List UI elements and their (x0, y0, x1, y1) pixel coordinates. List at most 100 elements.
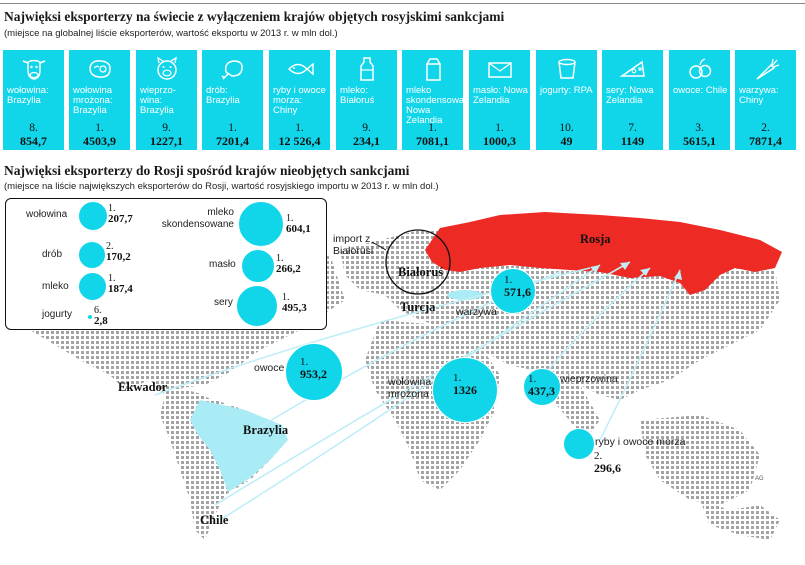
tile-rank: 7. (628, 122, 637, 134)
tile-condensed-milk: mleko skondensowane: Nowa Zelandia 1. 70… (402, 50, 463, 150)
bubble-vegetables (490, 268, 536, 314)
bubble-fish-value: 2. 296,6 (594, 450, 621, 475)
brazil-shape (190, 400, 288, 492)
russia-shape (425, 212, 782, 295)
bubble-vegetables-value: 1. 571,6 (504, 274, 531, 299)
bubble-frozen-beef-value: 1. 1326 (453, 372, 477, 397)
tile-label: wołowina: Brazylia (7, 85, 49, 106)
tile-label: masło: Nowa Zelandia (473, 85, 528, 106)
tile-value: 4503,9 (83, 134, 116, 148)
section2-title: Najwięksi eksporterzy do Rosji spośród k… (4, 163, 410, 178)
legend-bubble-milk (78, 272, 107, 301)
label-belarus: Białoruś (398, 265, 444, 279)
tile-beef: wołowina: Brazylia 8. 854,7 (3, 50, 64, 150)
tile-label: wołowina mrożona: Brazylia (73, 85, 113, 116)
cow-icon (22, 59, 46, 80)
tile-value: 1227,1 (150, 134, 183, 148)
import-label: import z Białorusi (333, 233, 374, 257)
tile-frozen-beef: wołowina mrożona: Brazylia 1. 4503,9 (69, 50, 130, 150)
bubble-fruit-label: owoce (254, 362, 285, 374)
top-rule (0, 3, 805, 4)
label-chile: Chile (200, 513, 229, 527)
legend-label-milk: mleko (42, 281, 69, 292)
yogurt-icon (558, 58, 576, 79)
bubble-vegetables-label: warzywa (456, 306, 497, 318)
exporters-tiles: wołowina: Brazylia 8. 854,7 wołowina mro… (3, 50, 803, 150)
fruit-icon (689, 58, 712, 79)
legend-bubble-beef (78, 201, 108, 231)
legend-label-yogurt: jogurty (42, 309, 73, 320)
legend-value-poultry: 2. 170,2 (106, 241, 131, 263)
belarus-circle (385, 229, 451, 295)
tile-poultry: drób: Brazylia 1. 7201,4 (202, 50, 263, 150)
tile-rank: 1. (95, 122, 104, 134)
tile-label: drób: Brazylia (206, 85, 240, 106)
legend-label-butter: masło (209, 259, 236, 270)
tile-cheese: sery: Nowa Zelandia 7. 1149 (602, 50, 663, 150)
bubble-fish-label: ryby i owoce morza (595, 436, 686, 448)
tile-label: sery: Nowa Zelandia (606, 85, 654, 106)
tile-value: 234,1 (353, 134, 380, 148)
legend-bubble-yogurt (87, 314, 93, 320)
bubble-frozen-beef (432, 357, 498, 423)
bubble-pork (523, 368, 561, 406)
tile-butter: masło: Nowa Zelandia 1. 1000,3 (469, 50, 530, 150)
bubble-fruit (285, 343, 343, 401)
tile-value: 854,7 (20, 134, 47, 148)
tile-label: ryby i owoce morza: Chiny (273, 85, 326, 116)
tile-rank: 3. (695, 122, 704, 134)
label-brazil: Brazylia (243, 423, 289, 437)
import-pointer (371, 241, 387, 251)
bubble-fruit-value: 1. 953,2 (300, 356, 327, 381)
fish-icon (287, 62, 314, 76)
legend-value-milk: 1. 187,4 (108, 273, 133, 295)
legend-label-condensed: mleko skondensowane (161, 207, 234, 230)
legend-value-yogurt: 6. 2,8 (94, 305, 108, 327)
tile-label: jogurty: RPA (540, 85, 593, 96)
bubble-fish (563, 428, 595, 460)
tile-milk: mleko: Białoruś 9. 234,1 (336, 50, 397, 150)
tile-label: mleko skondensowane: Nowa Zelandia (406, 85, 463, 126)
tile-rank: 9. (362, 122, 371, 134)
tile-rank: 1. (295, 122, 304, 134)
legend-value-cheese: 1. 495,3 (282, 292, 307, 314)
tile-label: mleko: Białoruś (340, 85, 375, 106)
milk-bottle-icon (360, 57, 374, 81)
tile-value: 7081,1 (416, 134, 449, 148)
tile-value: 1149 (620, 134, 645, 148)
tile-label: warzywa: Chiny (739, 85, 779, 106)
pig-icon (157, 56, 177, 80)
legend-label-beef: wołowina (26, 209, 68, 220)
tile-value: 5615,1 (683, 134, 716, 148)
tile-value: 49 (560, 134, 573, 148)
tile-value: 7871,4 (749, 134, 782, 148)
legend-bubble-cheese (236, 285, 278, 327)
tile-value: 1000,3 (483, 134, 516, 148)
legend-label-poultry: drób (42, 249, 63, 260)
credit: AG (755, 476, 764, 482)
bubble-pork-label: wieprzowina (560, 373, 618, 385)
butter-icon (488, 62, 512, 78)
legend-bubble-condensed (238, 201, 284, 247)
bubble-frozen-beef-label: wołowina mrożona (388, 376, 432, 400)
legend-value-beef: 1. 207,7 (108, 203, 133, 225)
islands-shape (700, 500, 780, 540)
tile-yogurt: jogurty: RPA 10. 49 (536, 50, 597, 150)
milk-carton-icon (426, 58, 441, 81)
tile-pork: wieprzo-wina: Brazylia 9. 1227,1 (136, 50, 197, 150)
tile-rank: 2. (761, 122, 770, 134)
tile-fish: ryby i owoce morza: Chiny 1. 12 526,4 (269, 50, 330, 150)
label-russia: Rosja (580, 232, 611, 246)
meat-icon (89, 60, 111, 78)
tile-rank: 1. (495, 122, 504, 134)
tile-value: 12 526,4 (278, 134, 321, 148)
cheese-icon (619, 60, 645, 77)
legend-box: wołowina 1. 207,7 drób 2. 170,2 mleko 1. 18… (5, 198, 327, 330)
bubble-pork-value: 1. 437,3 (528, 373, 555, 398)
legend-bubble-butter (241, 249, 275, 283)
tile-rank: 8. (29, 122, 38, 134)
tile-rank: 1. (428, 122, 437, 134)
legend-value-condensed: 1. 604,1 (286, 213, 311, 235)
tile-rank: 1. (228, 122, 237, 134)
